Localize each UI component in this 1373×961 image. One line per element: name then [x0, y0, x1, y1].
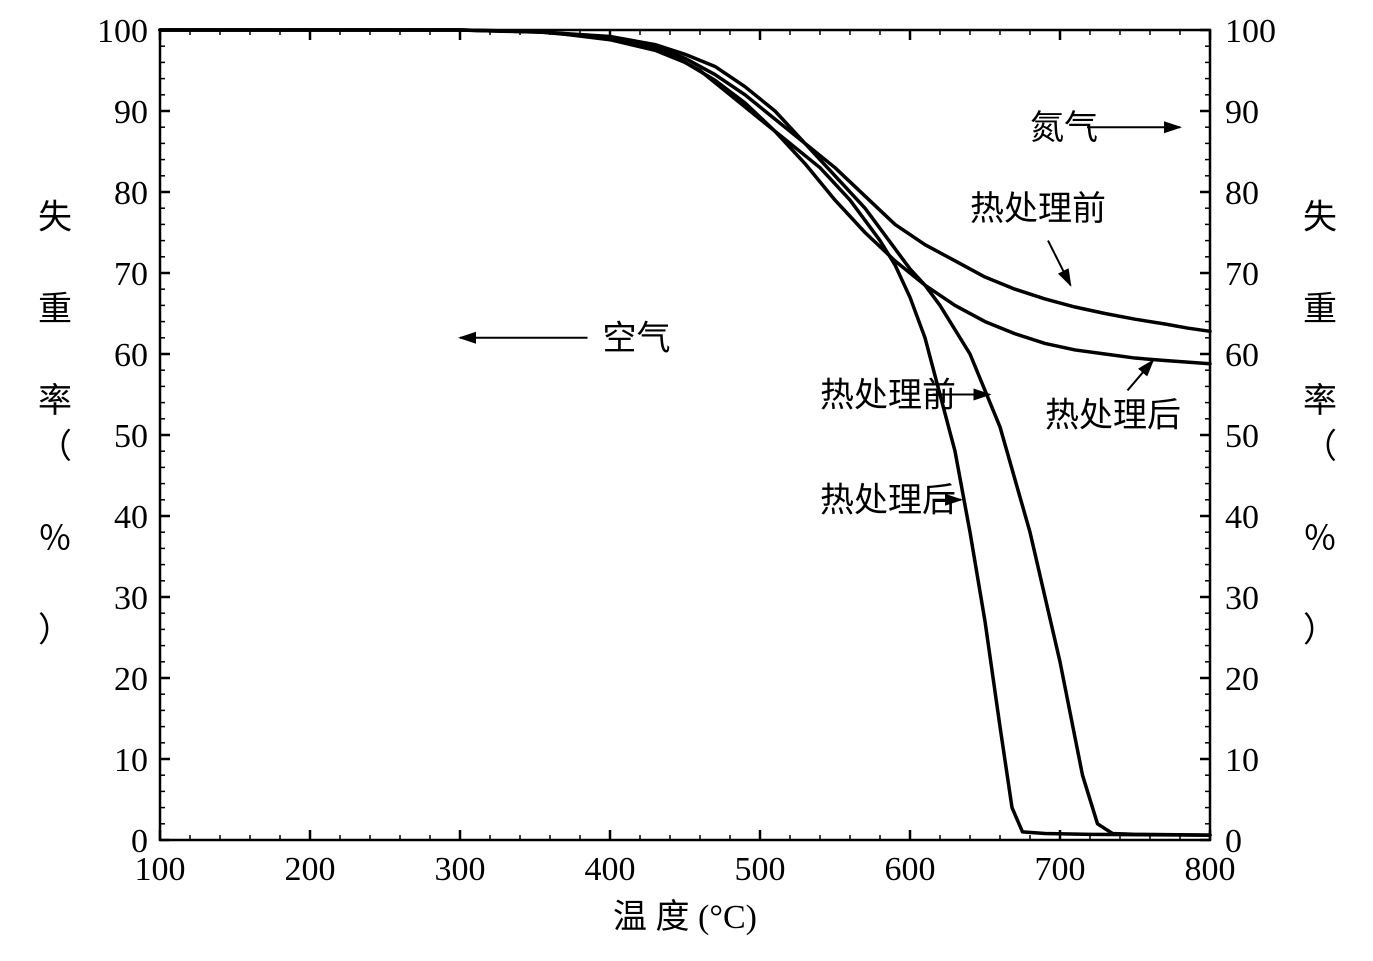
y-left-tick-label: 80: [114, 175, 148, 212]
y-right-tick-label: 50: [1225, 418, 1259, 455]
n2-after-label-arrow: [1128, 360, 1154, 390]
y-right-axis-label: （: [1303, 428, 1337, 466]
y-left-tick-label: 60: [114, 337, 148, 374]
y-right-axis-label: 失: [1303, 198, 1337, 236]
y-left-tick-label: 90: [114, 94, 148, 131]
y-right-axis-label: ）: [1303, 612, 1337, 650]
y-left-tick-label: 40: [114, 499, 148, 536]
n2-after-label: 热处理后: [1045, 397, 1181, 435]
chart-container: 1002003004005006007008000102030405060708…: [0, 0, 1373, 961]
y-left-tick-label: 70: [114, 256, 148, 293]
y-right-tick-label: 70: [1225, 256, 1259, 293]
y-left-axis-label: 重: [38, 291, 72, 328]
y-right-tick-label: 0: [1225, 823, 1242, 860]
y-right-tick-label: 20: [1225, 661, 1259, 698]
y-left-tick-label: 100: [97, 13, 148, 50]
y-right-tick-label: 30: [1225, 580, 1259, 617]
x-axis-label: 温 度 (°C): [613, 898, 757, 936]
y-left-tick-label: 50: [114, 418, 148, 455]
n2-before-label-arrow: [1048, 241, 1071, 286]
y-left-axis-label: 失: [38, 198, 72, 236]
y-left-axis-label: ）: [38, 612, 72, 650]
tga-chart: 1002003004005006007008000102030405060708…: [0, 0, 1373, 961]
plot-area: [160, 30, 1210, 840]
y-left-axis-label: （: [38, 428, 72, 466]
x-tick-label: 600: [885, 851, 936, 888]
x-tick-label: 300: [435, 851, 486, 888]
y-right-tick-label: 40: [1225, 499, 1259, 536]
air-label: 空气: [603, 320, 671, 358]
y-left-tick-label: 30: [114, 580, 148, 617]
y-right-tick-label: 10: [1225, 742, 1259, 779]
y-right-axis-label: ％: [1303, 521, 1337, 558]
y-right-tick-label: 80: [1225, 175, 1259, 212]
y-right-axis-label: 率: [1303, 382, 1337, 420]
x-tick-label: 500: [735, 851, 786, 888]
x-tick-label: 700: [1035, 851, 1086, 888]
y-left-axis-label: ％: [38, 521, 72, 558]
n2-before-label: 热处理前: [970, 190, 1106, 228]
series-n2_before: [160, 30, 1210, 331]
y-right-tick-label: 100: [1225, 13, 1276, 50]
y-right-tick-label: 60: [1225, 337, 1259, 374]
y-left-tick-label: 20: [114, 661, 148, 698]
y-left-axis-label: 率: [38, 382, 72, 420]
x-tick-label: 200: [285, 851, 336, 888]
y-left-tick-label: 0: [131, 823, 148, 860]
y-left-tick-label: 10: [114, 742, 148, 779]
y-right-tick-label: 90: [1225, 94, 1259, 131]
y-right-axis-label: 重: [1303, 291, 1337, 328]
x-tick-label: 400: [585, 851, 636, 888]
